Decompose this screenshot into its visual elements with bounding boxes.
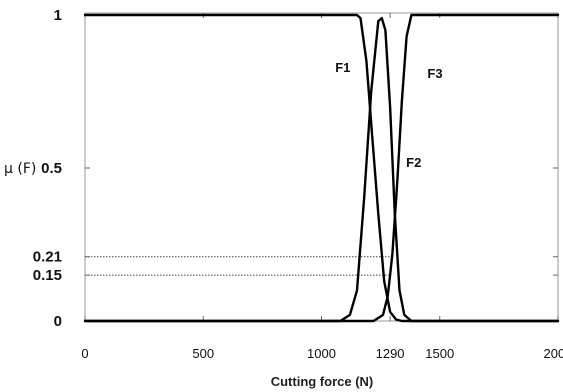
series-labels: F1 F2 F3 — [335, 60, 442, 170]
y-tick-label: 0.15 — [33, 267, 62, 284]
x-axis-title: Cutting force (N) — [271, 374, 374, 389]
series-line-f2 — [83, 16, 560, 323]
y-tick-label: 0 — [54, 313, 62, 330]
plot-frame — [84, 12, 559, 322]
series-lines — [83, 13, 560, 323]
y-axis-ticks: 0 0.150.21 0.5 1 — [33, 7, 558, 330]
x-axis-ticks: 0 500 1000 1290 1500 2000 — [81, 13, 563, 361]
series-label-f2: F2 — [406, 155, 421, 170]
x-tick-label: 2000 — [544, 346, 563, 361]
y-tick-label: 1 — [54, 7, 62, 24]
x-tick-label: 1290 — [376, 346, 405, 361]
series-line-f1 — [83, 13, 560, 323]
series-label-f1: F1 — [335, 60, 350, 75]
series-line-f3 — [83, 13, 560, 323]
y-tick-label: 0.21 — [33, 249, 62, 266]
series-label-f3: F3 — [427, 66, 442, 81]
x-tick-label: 1000 — [307, 346, 336, 361]
y-tick-label: 0.5 — [41, 160, 62, 177]
reference-lines — [85, 256, 391, 276]
x-tick-label: 500 — [192, 346, 214, 361]
x-tick-label: 0 — [81, 346, 88, 361]
y-axis-title: μ (F) — [4, 161, 36, 177]
x-tick-label: 1500 — [425, 346, 454, 361]
